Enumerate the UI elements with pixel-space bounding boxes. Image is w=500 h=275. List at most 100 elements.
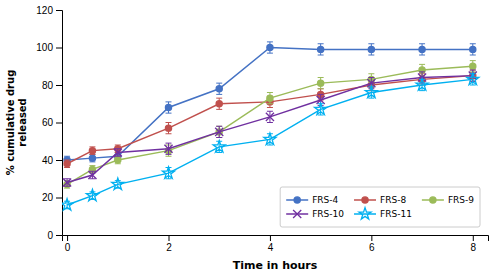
- x-tick: 6: [369, 235, 375, 253]
- x-tick-mark: [371, 235, 372, 241]
- x-tick-label: 0: [65, 242, 71, 253]
- y-axis-line: [56, 11, 63, 236]
- point: [470, 63, 476, 69]
- point: [62, 199, 73, 210]
- x-tick-mark: [169, 235, 170, 241]
- point: [419, 46, 425, 52]
- point: [165, 125, 171, 131]
- y-tick-label: 100: [36, 42, 53, 53]
- series: [63, 70, 477, 187]
- legend-marker: [430, 197, 436, 203]
- error-bar: [267, 42, 273, 53]
- y-axis: 0 20 40 60 80 100 120: [36, 5, 62, 241]
- point: [63, 178, 71, 186]
- error-bar: [216, 98, 222, 109]
- series: [64, 42, 476, 164]
- y-tick: 20: [42, 192, 62, 203]
- y-tick-label: 60: [42, 117, 54, 128]
- legend-marker: [294, 197, 300, 203]
- error-bar: [89, 154, 95, 162]
- x-tick: 0: [65, 235, 71, 253]
- point: [213, 141, 225, 152]
- x-axis: 0 2 4 6 8: [63, 235, 489, 253]
- y-tick: 0: [47, 230, 62, 241]
- x-tick-mark: [270, 235, 271, 241]
- point: [89, 155, 95, 161]
- series: [64, 61, 476, 189]
- y-tick-mark: [56, 48, 62, 49]
- legend-marker: [362, 197, 368, 203]
- x-tick-mark: [67, 235, 68, 241]
- point: [165, 104, 171, 110]
- y-tick-label: 0: [47, 230, 53, 241]
- y-tick-mark: [56, 123, 62, 124]
- point: [318, 46, 324, 52]
- legend-item: FRS-8: [354, 195, 406, 205]
- point: [216, 101, 222, 107]
- x-tick: 8: [471, 235, 477, 253]
- error-bar: [166, 123, 172, 134]
- point: [264, 133, 276, 144]
- y-tick: 60: [42, 117, 62, 128]
- point: [467, 73, 479, 84]
- point: [86, 189, 98, 200]
- point: [162, 167, 174, 178]
- y-tick-label: 80: [42, 80, 54, 91]
- point: [164, 145, 172, 153]
- error-bar: [216, 83, 222, 94]
- point: [216, 86, 222, 92]
- legend-label: FRS-9: [448, 195, 474, 205]
- series-line: [67, 76, 473, 183]
- point: [64, 161, 70, 167]
- x-tick-label: 2: [166, 242, 172, 253]
- x-tick-mark: [473, 235, 474, 241]
- error-bar: [419, 44, 425, 55]
- y-tick: 100: [36, 42, 62, 53]
- point: [315, 103, 327, 114]
- series-line: [67, 76, 473, 164]
- y-axis-title-line: % cumulative drug: [5, 70, 16, 176]
- legend-label: FRS-8: [380, 195, 406, 205]
- point: [112, 178, 124, 189]
- legend: FRS-4FRS-8FRS-9FRS-10FRS-11: [280, 187, 480, 227]
- series-line: [67, 66, 473, 184]
- y-tick-mark: [56, 85, 62, 86]
- point: [266, 113, 274, 121]
- point: [267, 95, 273, 101]
- legend-marker: [359, 208, 371, 219]
- y-axis-title: % cumulative drugreleased: [5, 70, 28, 176]
- point: [470, 46, 476, 52]
- error-bar: [64, 160, 70, 168]
- x-tick-label: 8: [471, 242, 477, 253]
- point: [89, 148, 95, 154]
- error-bar: [318, 44, 324, 55]
- x-tick: 2: [166, 235, 172, 253]
- x-tick: 4: [268, 235, 274, 253]
- y-tick-mark: [56, 10, 62, 11]
- x-axis-title: Time in hours: [233, 259, 318, 272]
- error-bar: [368, 44, 374, 55]
- point: [368, 46, 374, 52]
- y-tick: 40: [42, 155, 62, 166]
- y-tick-mark: [56, 198, 62, 199]
- error-bar: [470, 44, 476, 55]
- point: [215, 128, 223, 136]
- y-tick-mark: [56, 160, 62, 161]
- legend-label: FRS-11: [380, 209, 412, 219]
- y-tick: 80: [42, 80, 62, 91]
- series-line: [67, 79, 473, 205]
- point: [267, 44, 273, 50]
- legend-marker: [293, 210, 301, 218]
- y-tick-label: 40: [42, 155, 54, 166]
- y-axis-title-line: released: [17, 98, 28, 147]
- point: [115, 157, 121, 163]
- error-bar: [267, 93, 273, 104]
- legend-label: FRS-4: [312, 195, 338, 205]
- y-tick-label: 20: [42, 192, 54, 203]
- y-tick-label: 120: [36, 5, 53, 16]
- x-tick-label: 6: [369, 242, 375, 253]
- legend-item: FRS-11: [354, 208, 412, 219]
- plot-area: [62, 42, 479, 210]
- point: [416, 79, 428, 90]
- point: [114, 148, 122, 156]
